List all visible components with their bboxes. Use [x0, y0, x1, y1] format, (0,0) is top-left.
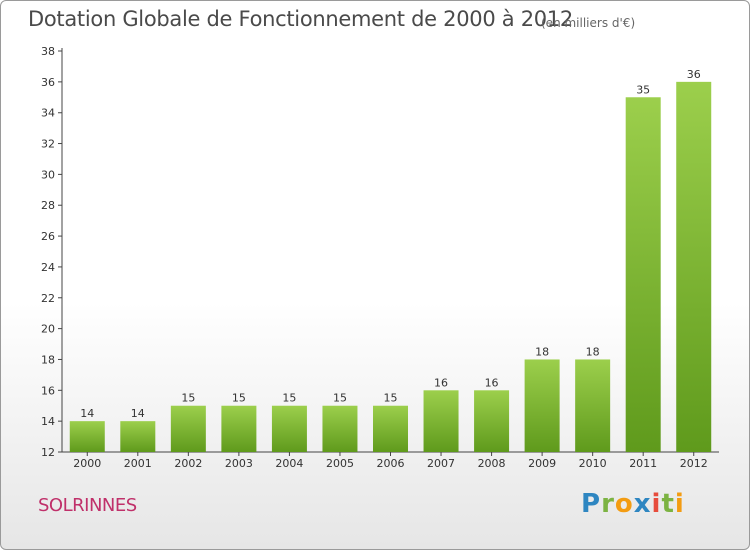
y-tick-label: 36 — [41, 76, 55, 89]
bar-2000 — [69, 421, 105, 452]
bar-value-label: 14 — [80, 407, 94, 420]
commune-name: SOLRINNES — [38, 495, 137, 516]
y-tick-label: 18 — [41, 353, 55, 366]
bar-value-label: 18 — [586, 345, 600, 358]
y-tick-label: 38 — [41, 45, 55, 58]
bar-2003 — [221, 405, 257, 452]
bar-value-label: 16 — [485, 376, 499, 389]
bar-2011 — [625, 97, 661, 453]
x-tick-label: 2012 — [680, 457, 708, 470]
x-tick-label: 2011 — [629, 457, 657, 470]
x-tick-label: 2005 — [326, 457, 354, 470]
bar-value-label: 15 — [384, 392, 398, 405]
bar-2002 — [170, 405, 206, 452]
x-tick-label: 2007 — [427, 457, 455, 470]
y-tick-label: 26 — [41, 230, 55, 243]
x-tick-label: 2010 — [579, 457, 607, 470]
y-tick-label: 12 — [41, 446, 55, 459]
bar-2004 — [271, 405, 307, 452]
y-tick-label: 16 — [41, 384, 55, 397]
x-tick-label: 2002 — [174, 457, 202, 470]
proxiti-logo: Proxiti — [581, 489, 685, 519]
bar-value-label: 35 — [636, 83, 650, 96]
bar-2009 — [524, 359, 560, 452]
chart-unit-note: (en milliers d'€) — [541, 16, 636, 30]
y-tick-label: 34 — [41, 107, 55, 120]
y-tick-label: 32 — [41, 138, 55, 151]
bar-value-label: 36 — [687, 68, 701, 81]
x-tick-label: 2000 — [73, 457, 101, 470]
bar-2001 — [120, 421, 156, 452]
y-tick-label: 28 — [41, 199, 55, 212]
bar-2006 — [373, 405, 408, 452]
y-tick-label: 24 — [41, 261, 55, 274]
chart-axes: 12 14 16 18 20 22 24 26 28 30 32 34 36 38 — [41, 45, 719, 459]
bar-2010 — [575, 359, 611, 452]
chart-bars — [69, 81, 712, 453]
chart-title: Dotation Globale de Fonctionnement de 20… — [28, 7, 573, 31]
x-tick-label: 2008 — [478, 457, 506, 470]
y-tick-label: 14 — [41, 415, 55, 428]
bar-value-label: 15 — [282, 392, 296, 405]
x-tick-label: 2001 — [124, 457, 152, 470]
bar-value-label: 15 — [181, 392, 195, 405]
x-tick-label: 2003 — [225, 457, 253, 470]
x-tick-label: 2006 — [377, 457, 405, 470]
y-tick-label: 30 — [41, 168, 55, 181]
bar-2007 — [423, 390, 459, 452]
bar-value-label: 16 — [434, 376, 448, 389]
x-tick-label: 2004 — [275, 457, 303, 470]
chart-labels: 2000 14 2001 14 2002 15 2003 15 2004 15 2005 15 2006… — [73, 68, 707, 470]
bar-value-label: 15 — [232, 392, 246, 405]
bar-2008 — [474, 390, 510, 452]
x-tick-label: 2009 — [528, 457, 556, 470]
bar-2005 — [322, 405, 358, 452]
bar-value-label: 14 — [131, 407, 145, 420]
bar-value-label: 18 — [535, 345, 549, 358]
y-tick-label: 22 — [41, 292, 55, 305]
y-tick-label: 20 — [41, 323, 55, 336]
bar-value-label: 15 — [333, 392, 347, 405]
bar-2012 — [676, 81, 712, 452]
